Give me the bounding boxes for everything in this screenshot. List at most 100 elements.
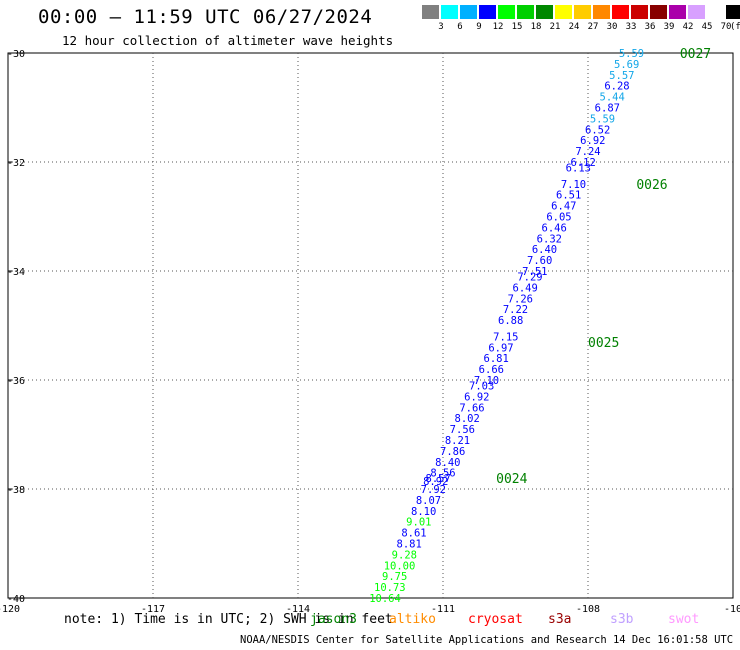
swh-value: 7.15 xyxy=(493,331,518,343)
legend-swatch xyxy=(688,5,705,19)
legend-swatch xyxy=(536,5,553,19)
legend-swatch xyxy=(555,5,572,19)
x-tick-label: -10 xyxy=(724,604,740,615)
pass-label: 0027 xyxy=(680,47,711,62)
legend-label: 70 xyxy=(720,22,732,32)
legend-swatch xyxy=(707,5,724,19)
swh-value: 6.92 xyxy=(580,135,605,147)
swh-value: 6.47 xyxy=(551,201,576,213)
y-tick-label: -40 xyxy=(7,594,25,605)
legend-swatch xyxy=(479,5,496,19)
swh-value: 6.32 xyxy=(537,233,562,245)
swh-value: 5.59 xyxy=(619,48,644,60)
legend-label: 18 xyxy=(530,22,542,32)
swh-value: 8.81 xyxy=(397,539,422,551)
legend-swatch xyxy=(726,5,740,19)
legend-swatch xyxy=(441,5,458,19)
swh-value: 8.10 xyxy=(411,506,436,518)
x-tick-label: -111 xyxy=(431,604,455,615)
credit-line: NOAA/NESDIS Center for Satellite Applica… xyxy=(240,634,740,646)
swh-value: 10.00 xyxy=(384,560,416,572)
y-tick-label: -30 xyxy=(7,49,25,60)
page-title: 00:00 – 11:59 UTC 06/27/2024 xyxy=(38,6,373,28)
mission-label: altiko xyxy=(389,612,436,627)
legend-label: 42 xyxy=(682,22,694,32)
swh-value: 8.56 xyxy=(430,468,455,480)
swh-value: 6.92 xyxy=(464,391,489,403)
legend-swatch xyxy=(574,5,591,19)
swh-value: 7.03 xyxy=(469,380,494,392)
legend-swatch xyxy=(650,5,667,19)
mission-label: s3a xyxy=(548,612,572,627)
mission-label: jason3 xyxy=(310,612,357,627)
legend-label: 15 xyxy=(511,22,523,32)
mission-label: s3b xyxy=(610,612,634,627)
swh-value: 7.22 xyxy=(503,304,528,316)
y-tick-label: -36 xyxy=(7,376,25,387)
swh-value: 8.07 xyxy=(416,495,441,507)
swh-value: 10.73 xyxy=(374,582,406,594)
swh-value: 7.24 xyxy=(575,146,600,158)
swh-value: 6.81 xyxy=(484,353,509,365)
swh-value: 7.51 xyxy=(522,266,547,278)
pass-label: 0025 xyxy=(588,336,619,351)
swh-value: 8.21 xyxy=(445,435,470,447)
swh-value: 7.60 xyxy=(527,255,552,267)
legend-label: 33 xyxy=(625,22,637,32)
swh-value: 8.40 xyxy=(435,457,460,469)
swh-value: 6.13 xyxy=(566,162,591,174)
swh-value: 9.01 xyxy=(406,517,431,529)
legend-swatch xyxy=(498,5,515,19)
pass-label: 0024 xyxy=(496,472,527,487)
y-tick-label: -32 xyxy=(7,158,25,169)
swh-value: 6.28 xyxy=(604,81,629,93)
swh-value: 9.28 xyxy=(392,549,417,561)
legend-label: 9 xyxy=(476,22,482,32)
swh-value: 6.40 xyxy=(532,244,557,256)
swh-value: 10.64 xyxy=(369,593,401,605)
legend-label: 27 xyxy=(587,22,599,32)
swh-value: 6.87 xyxy=(595,103,620,115)
swh-value: 7.86 xyxy=(440,446,465,458)
swh-value: 7.26 xyxy=(508,293,533,305)
legend-label: 30 xyxy=(606,22,618,32)
swh-value: 7.92 xyxy=(421,484,446,496)
footer-note: note: 1) Time is in UTC; 2) SWH is in fe… xyxy=(64,612,393,627)
swh-value: 5.57 xyxy=(609,70,634,82)
swh-value: 6.51 xyxy=(556,190,581,202)
swh-value: 7.29 xyxy=(517,271,542,283)
pass-label: 0026 xyxy=(636,178,667,193)
swh-value: 7.56 xyxy=(450,424,475,436)
legend-swatch xyxy=(593,5,610,19)
swh-value: 6.49 xyxy=(513,282,538,294)
plot-frame xyxy=(7,52,734,599)
x-tick-label: -108 xyxy=(576,604,600,615)
swh-value: 8.02 xyxy=(455,413,480,425)
legend-swatch xyxy=(517,5,534,19)
legend-label: 3 xyxy=(438,22,444,32)
x-tick-label: -120 xyxy=(0,604,20,615)
swh-value: 5.59 xyxy=(590,113,615,125)
swh-value: 9.75 xyxy=(382,571,407,583)
legend-swatch xyxy=(422,5,439,19)
x-tick-label: -114 xyxy=(286,604,310,615)
legend-label: 36 xyxy=(644,22,656,32)
legend-swatch xyxy=(631,5,648,19)
swh-value: 8.57 xyxy=(426,473,451,485)
legend-label: 24 xyxy=(568,22,580,32)
swh-value: 7.10 xyxy=(561,179,586,191)
legend-swatch xyxy=(669,5,686,19)
x-tick-label: -117 xyxy=(141,604,165,615)
page-subtitle: 12 hour collection of altimeter wave hei… xyxy=(62,33,394,48)
swh-value: 6.05 xyxy=(546,212,571,224)
swh-value: 6.12 xyxy=(571,157,596,169)
legend-swatch xyxy=(460,5,477,19)
mission-label: swot xyxy=(668,612,700,627)
legend-label: 21 xyxy=(549,22,561,32)
swh-value: 5.69 xyxy=(614,59,639,71)
swh-value: 6.88 xyxy=(498,315,523,327)
swh-value: 8.92 xyxy=(423,476,448,488)
swh-value: 8.61 xyxy=(401,528,426,540)
swh-value: 6.46 xyxy=(542,222,567,234)
